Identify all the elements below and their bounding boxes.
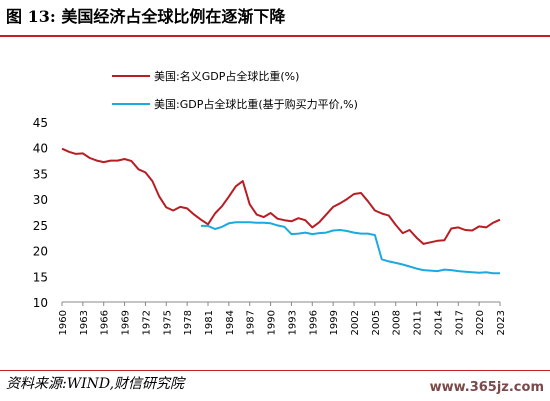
- watermark: www.365jz.com: [429, 380, 544, 395]
- x-tick-label: 1987: [246, 310, 257, 335]
- title-rule: [0, 35, 550, 37]
- x-tick-label: 1993: [287, 310, 298, 335]
- chart: 美国:名义GDP占全球比重(%) 美国:GDP占全球比重(基于购买力平价,%) …: [33, 69, 507, 335]
- x-tick-label: 2023: [496, 310, 507, 335]
- footer-rule: [0, 370, 550, 371]
- x-tick-label: 2008: [392, 310, 403, 335]
- x-tick-label: 2020: [475, 310, 486, 335]
- x-tick-label: 1975: [162, 310, 173, 335]
- x-tick-label: 2011: [413, 310, 424, 335]
- y-tick-label: 15: [33, 270, 48, 284]
- y-tick-label: 20: [33, 245, 48, 259]
- x-tick-label: 1999: [329, 310, 340, 335]
- x-tick-label: 1963: [79, 310, 90, 335]
- x-tick-label: 1996: [308, 310, 319, 335]
- y-tick-label: 10: [33, 296, 48, 310]
- x-tick-label: 1984: [225, 310, 236, 335]
- y-tick-label: 35: [33, 167, 48, 181]
- legend-label-nominal: 美国:名义GDP占全球比重(%): [154, 69, 299, 83]
- x-tick-label: 1969: [121, 310, 132, 335]
- y-tick-label: 40: [33, 142, 48, 156]
- x-tick-label: 1972: [141, 310, 152, 335]
- axes: 10 15 20 25 30 35 40 45 1960 1963 1966 1969 1972 1975…: [33, 116, 507, 335]
- x-tick-label: 2002: [350, 310, 361, 335]
- legend: 美国:名义GDP占全球比重(%) 美国:GDP占全球比重(基于购买力平价,%): [112, 69, 358, 111]
- x-tick-label: 1960: [58, 310, 69, 335]
- x-tick-label: 1981: [204, 310, 215, 335]
- y-tick-label: 45: [33, 116, 48, 130]
- legend-label-ppp: 美国:GDP占全球比重(基于购买力平价,%): [154, 97, 358, 111]
- source-note: 资料来源:WIND,财信研究院: [6, 376, 185, 392]
- x-tick-label: 1978: [183, 310, 194, 335]
- x-tick-label: 1966: [100, 310, 111, 335]
- figure-title: 图 13: 美国经济占全球比例在逐渐下降: [6, 7, 286, 26]
- x-tick-label: 2014: [433, 310, 444, 335]
- series-line-ppp: [201, 221, 500, 275]
- y-tick-label: 25: [33, 219, 48, 233]
- y-tick-label: 30: [33, 193, 48, 207]
- x-tick-label: 1990: [267, 310, 278, 335]
- x-tick-label: 2017: [454, 310, 465, 335]
- x-tick-label: 2005: [371, 310, 382, 335]
- series-group: [61, 147, 501, 275]
- series-line-nominal: [61, 147, 501, 245]
